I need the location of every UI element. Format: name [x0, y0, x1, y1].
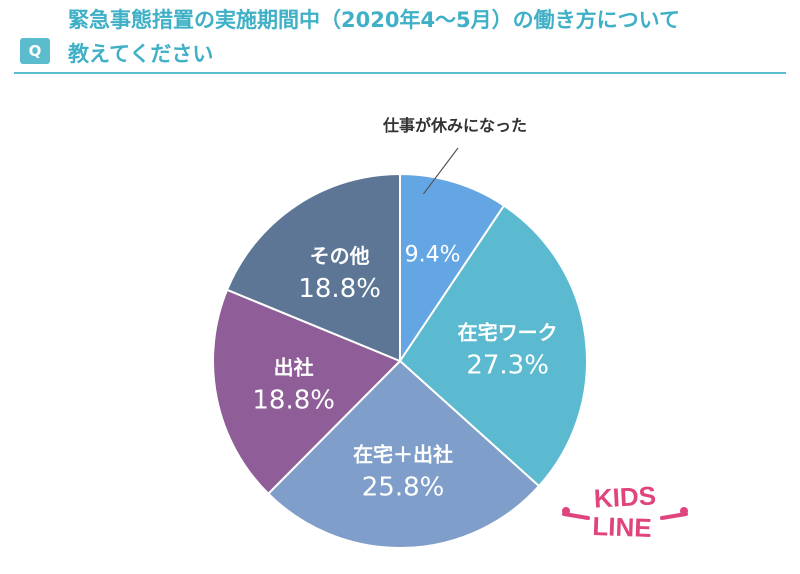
slice-value-4: 18.8%	[298, 274, 381, 304]
pie-slice-0	[399, 172, 506, 365]
slice-value-1: 27.3%	[466, 351, 549, 381]
logo-text-bottom: LINE	[592, 511, 652, 543]
pie-slice-3	[212, 288, 402, 496]
kidsline-logo: KIDS LINE	[562, 480, 688, 543]
slice-label-2: 在宅＋出社	[353, 442, 453, 466]
slice-value-0: 9.4%	[405, 243, 461, 268]
page-title: 緊急事態措置の実施期間中（2020年4〜5月）の働き方について 教えてください	[68, 3, 788, 71]
leader-line	[422, 147, 459, 195]
slice-label-1: 在宅ワーク	[458, 321, 558, 345]
slice-value-3: 18.8%	[252, 385, 335, 415]
question-badge: Q	[20, 38, 50, 64]
title-line-1: 緊急事態措置の実施期間中（2020年4〜5月）の働き方について	[68, 8, 681, 32]
title-divider	[14, 72, 786, 74]
logo-text-top: KIDS	[593, 480, 657, 513]
title-line-2: 教えてください	[68, 42, 214, 66]
slice-label-3: 出社	[274, 355, 314, 379]
pie-slice-1	[398, 204, 588, 488]
pie-slice-4	[225, 172, 401, 363]
slice-label-4: その他	[310, 244, 370, 268]
slice-value-2: 25.8%	[362, 472, 445, 502]
slice-label-0: 仕事が休みになった	[382, 116, 527, 135]
pie-slice-2	[266, 359, 541, 549]
